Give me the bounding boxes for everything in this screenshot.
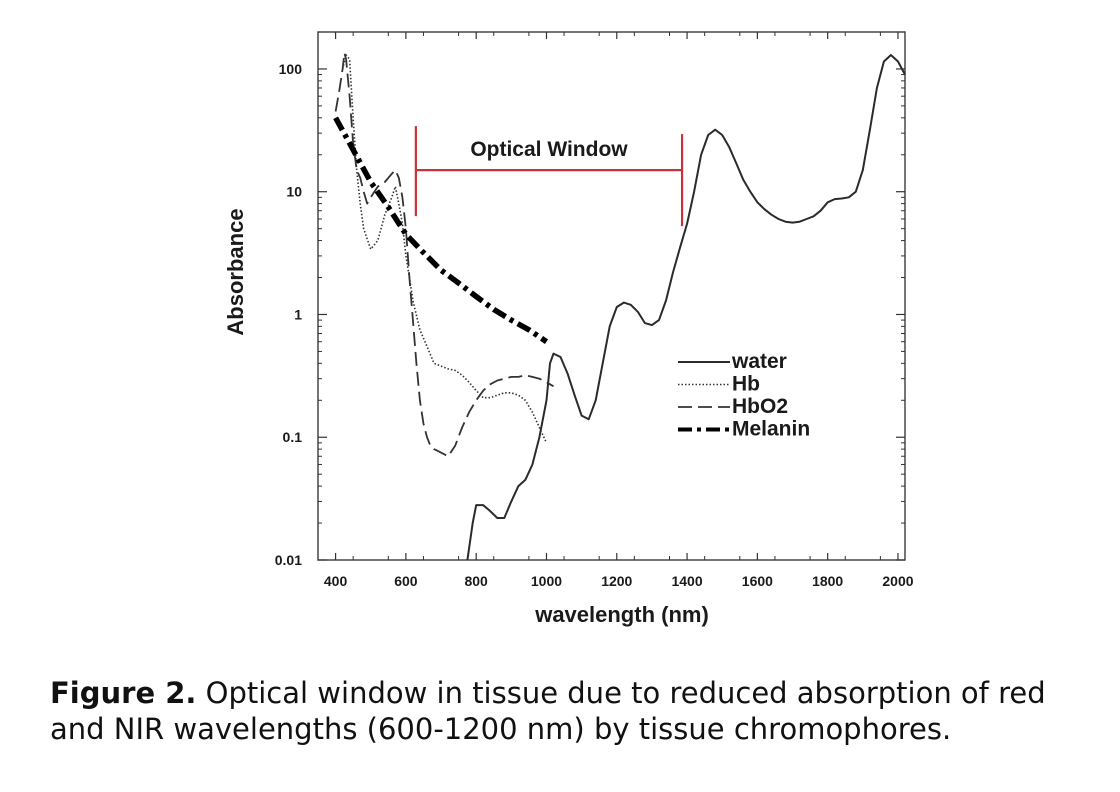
x-tick-label: 1400 <box>671 573 702 589</box>
legend-label-water: water <box>731 350 787 373</box>
series-line-melanin <box>333 116 549 344</box>
series-line-hbo2 <box>334 52 554 458</box>
y-tick-label: 1 <box>294 306 302 322</box>
series-line-hb <box>341 54 548 444</box>
chart-svg: 400 600 800 1000 1200 1400 1600 1800 2000 0.01 0.1… <box>223 31 914 627</box>
optical-window-label: Optical Window <box>470 138 628 161</box>
y-tick-label: 0.01 <box>275 552 302 568</box>
x-tick-label: 1200 <box>601 573 632 589</box>
x-tick-label: 2000 <box>882 573 913 589</box>
legend-label-melanin: Melanin <box>732 418 810 441</box>
x-tick-label: 1000 <box>531 573 562 589</box>
caption-text: Optical window in tissue due to reduced … <box>50 676 1046 746</box>
x-tick-label: 800 <box>464 573 488 589</box>
series-line-water <box>466 54 906 561</box>
y-tick-label: 0.1 <box>283 429 303 445</box>
figure-caption: Figure 2. Optical window in tissue due t… <box>50 675 1070 747</box>
x-tick-label: 1600 <box>742 573 773 589</box>
plot-frame <box>317 31 906 561</box>
x-tick-label: 600 <box>394 573 418 589</box>
legend-label-hbo2: HbO2 <box>732 395 788 418</box>
y-tick-label: 100 <box>279 61 303 77</box>
legend-label-hb: Hb <box>732 373 760 396</box>
x-axis-title: wavelength (nm) <box>534 602 709 627</box>
x-tick-label: 1800 <box>812 573 843 589</box>
absorbance-chart: 400 600 800 1000 1200 1400 1600 1800 2000 0.01 0.1… <box>223 31 914 627</box>
y-axis-title: Absorbance <box>223 208 248 335</box>
caption-lead: Figure 2. <box>50 676 197 710</box>
y-tick-label: 10 <box>286 184 302 200</box>
x-tick-label: 400 <box>324 573 348 589</box>
